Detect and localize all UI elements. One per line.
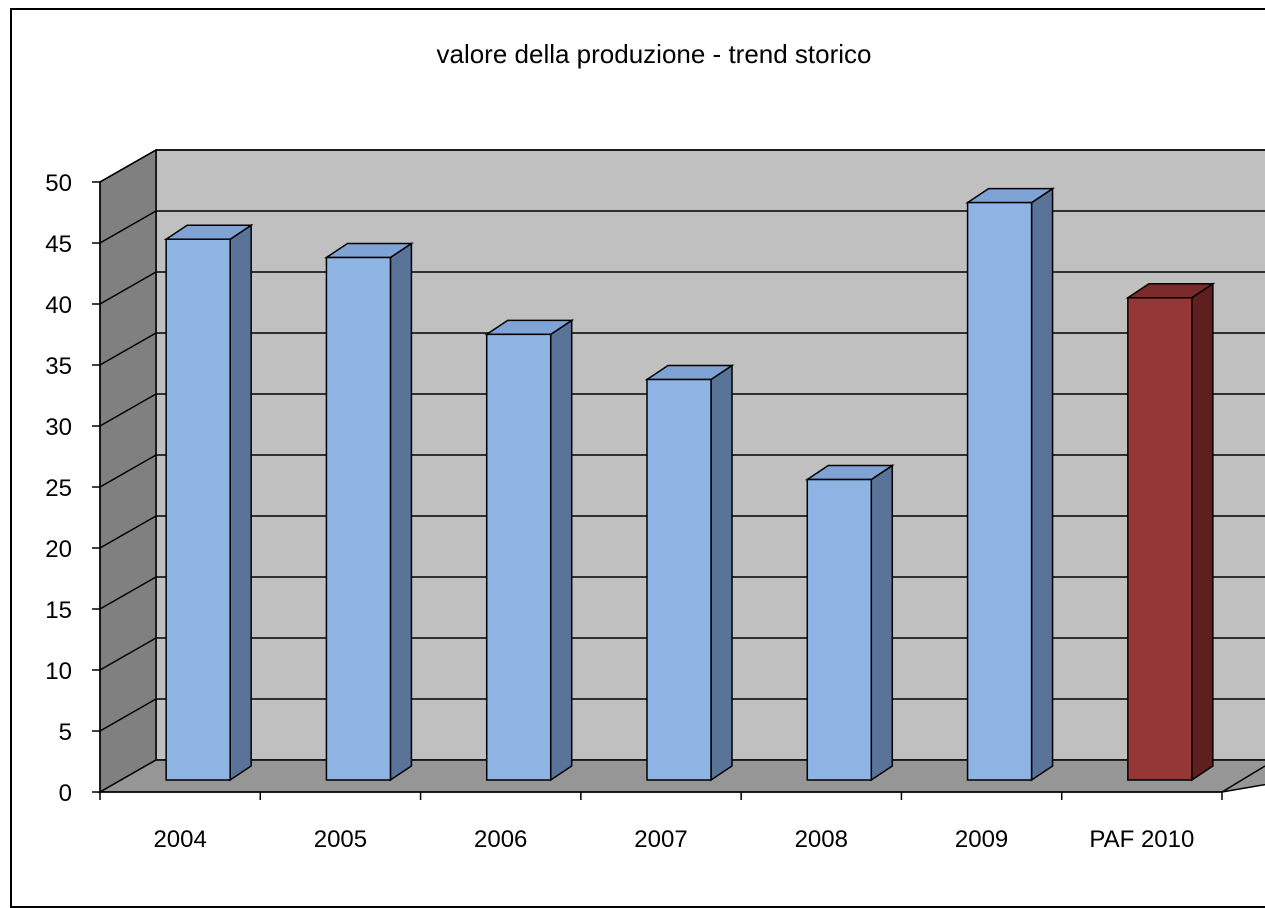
x-axis-tick-labels: 2004 2005 2006 2007 2008 2009 PAF 2010 <box>153 826 1194 853</box>
gridline-side <box>99 637 157 671</box>
x-tick-label: PAF 2010 <box>1089 826 1194 853</box>
bar-front <box>165 238 231 781</box>
bar-front <box>325 256 392 781</box>
bar-front <box>485 333 552 781</box>
gridline-side <box>99 210 157 244</box>
bar-front <box>646 378 712 781</box>
gridline-side <box>99 515 157 549</box>
bar-2004 <box>163 223 254 782</box>
bar-2005 <box>323 242 414 782</box>
bar-side <box>549 318 573 782</box>
bar-side <box>1191 282 1214 782</box>
bar-side <box>1030 187 1054 782</box>
y-tick-label: 30 <box>45 414 72 441</box>
gridline-side <box>99 271 157 305</box>
y-tick-label: 15 <box>45 597 72 624</box>
bar-2009 <box>965 187 1056 782</box>
gridline-side <box>99 149 157 183</box>
bar-2008 <box>804 464 895 782</box>
bars <box>163 187 1216 782</box>
x-tick-label: 2008 <box>795 826 848 853</box>
x-tick-label: 2009 <box>955 826 1008 853</box>
x-tick-label: 2004 <box>153 826 206 853</box>
y-tick-label: 25 <box>45 475 72 502</box>
y-axis-tick-labels: 0 5 10 15 20 25 30 35 40 45 50 <box>45 170 72 807</box>
bar-2006 <box>484 318 575 782</box>
bar-front <box>1127 297 1193 781</box>
chart-title: valore della produzione - trend storico <box>436 39 871 69</box>
bar-side <box>389 242 413 782</box>
bar-side <box>870 464 894 782</box>
bar-side <box>710 364 733 782</box>
gridline-side <box>99 454 157 488</box>
y-tick-label: 35 <box>45 353 72 380</box>
gridline-side <box>99 576 157 610</box>
x-axis-depth-line <box>1221 765 1265 793</box>
bar-front <box>966 201 1033 781</box>
bar-paf-2010 <box>1125 282 1216 782</box>
y-tick-label: 5 <box>59 719 72 746</box>
y-tick-label: 0 <box>59 780 72 807</box>
y-tick-label: 45 <box>45 231 72 258</box>
axes <box>92 181 1265 800</box>
y-tick-label: 40 <box>45 292 72 319</box>
x-tick-label: 2006 <box>474 826 527 853</box>
bar-front <box>806 478 873 781</box>
y-tick-label: 20 <box>45 536 72 563</box>
x-tick-label: 2007 <box>634 826 687 853</box>
gridline-side <box>99 698 157 732</box>
bar-2007 <box>644 364 735 782</box>
bar-side <box>229 223 252 782</box>
gridline-side <box>99 332 157 366</box>
y-tick-label: 10 <box>45 658 72 685</box>
y-tick-label: 50 <box>45 170 72 197</box>
gridline-side <box>99 393 157 427</box>
x-tick-label: 2005 <box>314 826 367 853</box>
